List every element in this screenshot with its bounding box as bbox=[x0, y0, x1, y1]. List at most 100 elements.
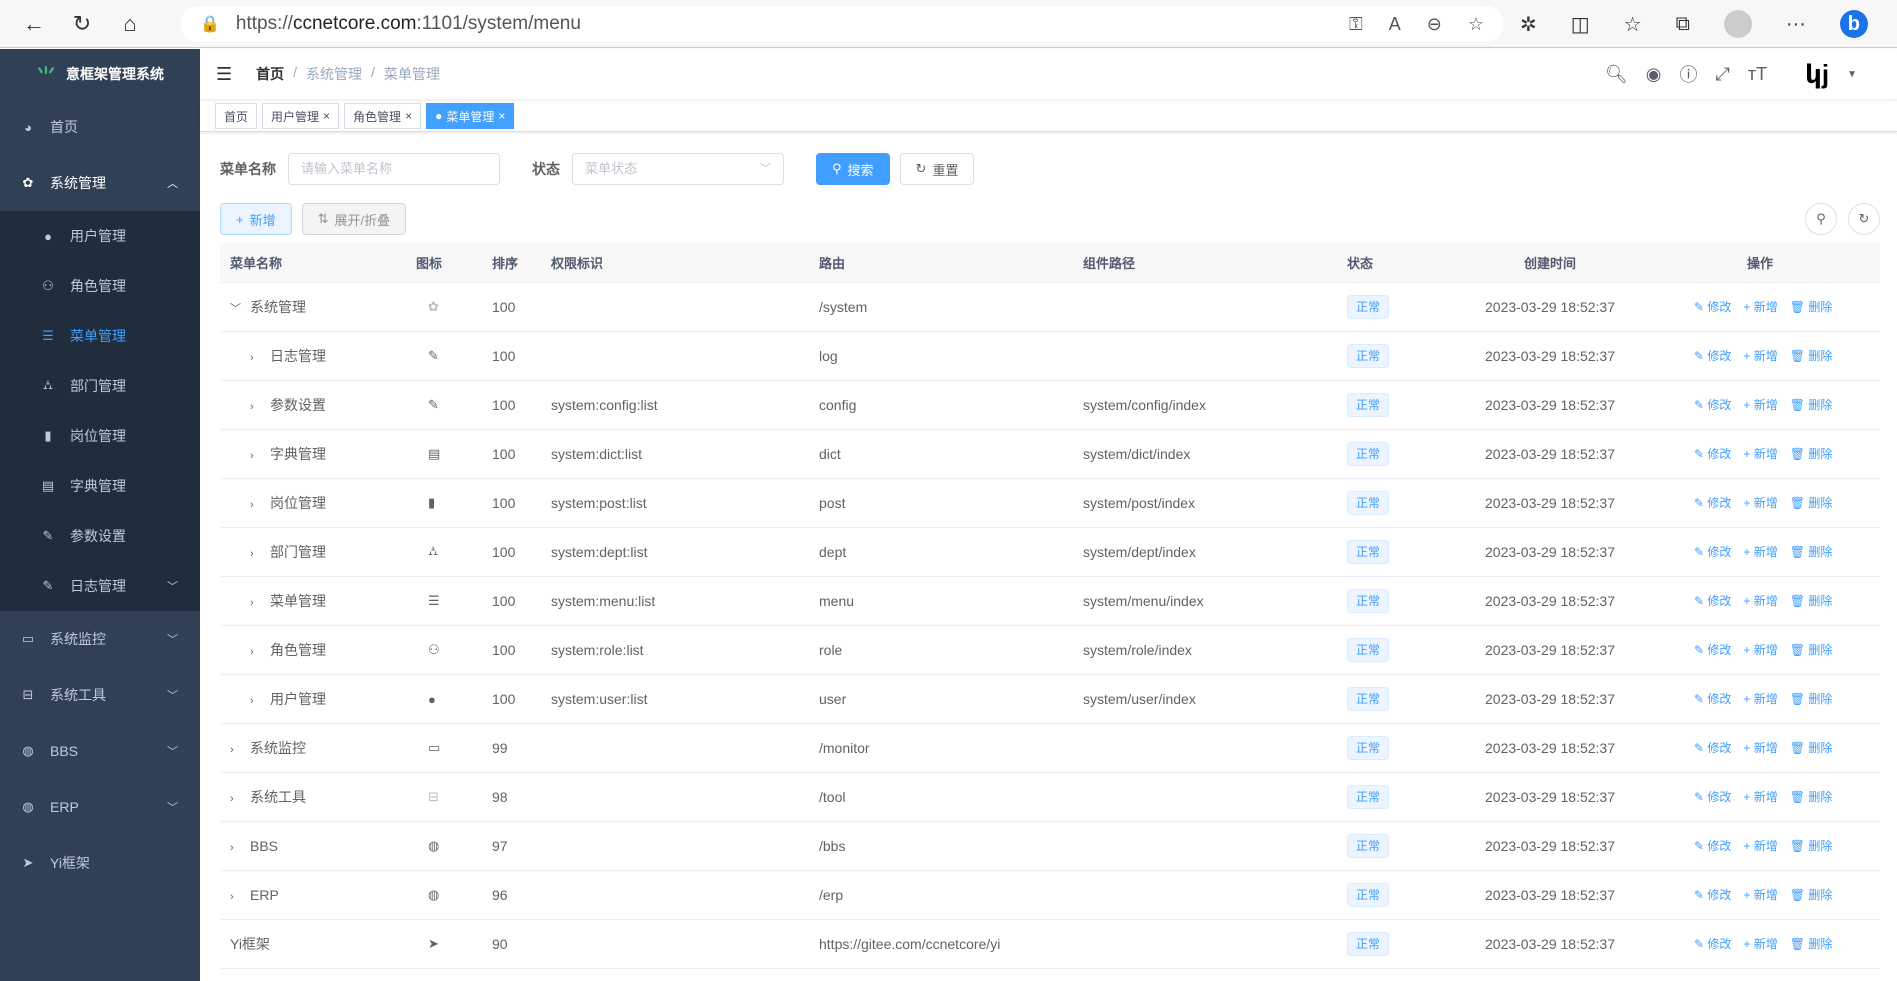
more-icon[interactable]: ··· bbox=[1785, 12, 1806, 35]
sidebar-item-menu[interactable]: ☰ 菜单管理 bbox=[0, 311, 200, 361]
delete-button[interactable]: 🗑︎ 删除 bbox=[1789, 888, 1833, 902]
add-child-button[interactable]: + 新增 bbox=[1743, 643, 1778, 657]
breadcrumb-item[interactable]: 首页 bbox=[256, 66, 285, 82]
chevron-right-icon[interactable]: › bbox=[230, 792, 234, 805]
font-size-icon[interactable]: тT bbox=[1747, 63, 1768, 84]
close-icon[interactable]: × bbox=[498, 109, 506, 123]
edit-button[interactable]: ✎ 修改 bbox=[1694, 545, 1732, 559]
toggle-search-button[interactable]: ⚲ bbox=[1805, 203, 1837, 235]
edit-button[interactable]: ✎ 修改 bbox=[1694, 888, 1732, 902]
sidebar-item-user[interactable]: ● 用户管理 bbox=[0, 211, 200, 261]
delete-button[interactable]: 🗑︎ 删除 bbox=[1789, 594, 1833, 608]
delete-button[interactable]: 🗑︎ 删除 bbox=[1789, 839, 1833, 853]
chevron-down-icon[interactable]: ﹀ bbox=[230, 302, 241, 315]
tag-menu[interactable]: ● 菜单管理 × bbox=[426, 103, 515, 129]
tag-home[interactable]: 首页 bbox=[215, 103, 258, 129]
expand-toggle-button[interactable]: ⇅ 展开/折叠 bbox=[301, 203, 407, 235]
refresh-table-button[interactable]: ↻ bbox=[1848, 203, 1880, 235]
add-child-button[interactable]: + 新增 bbox=[1743, 447, 1778, 461]
edit-button[interactable]: ✎ 修改 bbox=[1694, 937, 1732, 951]
chevron-right-icon[interactable]: › bbox=[230, 743, 234, 756]
delete-button[interactable]: 🗑︎ 删除 bbox=[1789, 447, 1833, 461]
add-child-button[interactable]: + 新增 bbox=[1743, 692, 1778, 706]
profile-avatar[interactable] bbox=[1723, 10, 1752, 38]
add-child-button[interactable]: + 新增 bbox=[1743, 349, 1778, 363]
delete-button[interactable]: 🗑︎ 删除 bbox=[1789, 398, 1833, 412]
edit-button[interactable]: ✎ 修改 bbox=[1694, 349, 1732, 363]
edit-button[interactable]: ✎ 修改 bbox=[1694, 741, 1732, 755]
delete-button[interactable]: 🗑︎ 删除 bbox=[1789, 937, 1833, 951]
favorite-add-icon[interactable]: ☆ bbox=[1467, 13, 1484, 34]
add-button[interactable]: + 新增 bbox=[220, 203, 292, 235]
delete-button[interactable]: 🗑︎ 删除 bbox=[1789, 300, 1833, 314]
add-child-button[interactable]: + 新增 bbox=[1743, 839, 1778, 853]
chevron-right-icon[interactable]: › bbox=[250, 645, 254, 658]
status-select[interactable]: 菜单状态 ﹀ bbox=[572, 153, 784, 185]
sidebar-item-bbs[interactable]: ◍ BBS ﹀ bbox=[0, 723, 200, 779]
add-child-button[interactable]: + 新增 bbox=[1743, 300, 1778, 314]
add-child-button[interactable]: + 新增 bbox=[1743, 937, 1778, 951]
chevron-right-icon[interactable]: › bbox=[250, 400, 254, 413]
github-icon[interactable]: ◉ bbox=[1645, 63, 1662, 84]
tag-role[interactable]: 角色管理 × bbox=[344, 103, 422, 129]
chevron-right-icon[interactable]: › bbox=[250, 694, 254, 707]
add-child-button[interactable]: + 新增 bbox=[1743, 790, 1778, 804]
edit-button[interactable]: ✎ 修改 bbox=[1694, 447, 1732, 461]
sidebar-item-tool[interactable]: ⊟ 系统工具 ﹀ bbox=[0, 667, 200, 723]
extensions-icon[interactable]: ✲ bbox=[1520, 13, 1537, 36]
sidebar-item-config[interactable]: ✎ 参数设置 bbox=[0, 511, 200, 561]
chevron-right-icon[interactable]: › bbox=[250, 596, 254, 609]
chevron-right-icon[interactable]: › bbox=[250, 547, 254, 560]
edit-button[interactable]: ✎ 修改 bbox=[1694, 643, 1732, 657]
delete-button[interactable]: 🗑︎ 删除 bbox=[1789, 790, 1833, 804]
sidebar-item-role[interactable]: ⚇ 角色管理 bbox=[0, 261, 200, 311]
chevron-right-icon[interactable]: › bbox=[250, 498, 254, 511]
sidebar-item-home[interactable]: ◕ 首页 bbox=[0, 99, 200, 155]
home-icon[interactable]: ⌂ bbox=[123, 10, 137, 36]
back-icon[interactable]: ← bbox=[23, 10, 45, 36]
hamburger-icon[interactable]: ☰ bbox=[216, 63, 233, 84]
delete-button[interactable]: 🗑︎ 删除 bbox=[1789, 692, 1833, 706]
chevron-right-icon[interactable]: › bbox=[250, 351, 254, 364]
caret-down-icon[interactable]: ▼ bbox=[1847, 68, 1857, 80]
split-screen-icon[interactable]: ◫ bbox=[1570, 13, 1590, 36]
search-icon[interactable]: 🔍︎ bbox=[1604, 63, 1628, 84]
delete-button[interactable]: 🗑︎ 删除 bbox=[1789, 741, 1833, 755]
sidebar-item-yi[interactable]: ➤ Yi框架 bbox=[0, 835, 200, 891]
favorites-icon[interactable]: ☆ bbox=[1623, 13, 1642, 36]
menu-name-input[interactable]: 请输入菜单名称 bbox=[288, 153, 500, 185]
sidebar-item-erp[interactable]: ◍ ERP ﹀ bbox=[0, 779, 200, 835]
help-icon[interactable]: ⓘ bbox=[1679, 65, 1698, 85]
add-child-button[interactable]: + 新增 bbox=[1743, 888, 1778, 902]
sidebar-item-dict[interactable]: ▤ 字典管理 bbox=[0, 461, 200, 511]
address-bar[interactable]: 🔒 https://ccnetcore.com:1101/system/menu… bbox=[180, 6, 1504, 42]
sidebar-item-dept[interactable]: ⛼ 部门管理 bbox=[0, 361, 200, 411]
edit-button[interactable]: ✎ 修改 bbox=[1694, 300, 1732, 314]
sidebar-item-monitor[interactable]: ▭ 系统监控 ﹀ bbox=[0, 611, 200, 667]
edit-button[interactable]: ✎ 修改 bbox=[1694, 839, 1732, 853]
sidebar-item-system[interactable]: ✿ 系统管理 ︿ bbox=[0, 155, 200, 211]
read-aloud-icon[interactable]: A bbox=[1388, 13, 1401, 34]
chevron-right-icon[interactable]: › bbox=[250, 449, 254, 462]
add-child-button[interactable]: + 新增 bbox=[1743, 594, 1778, 608]
delete-button[interactable]: 🗑︎ 删除 bbox=[1789, 496, 1833, 510]
delete-button[interactable]: 🗑︎ 删除 bbox=[1789, 349, 1833, 363]
edit-button[interactable]: ✎ 修改 bbox=[1694, 692, 1732, 706]
sidebar-logo[interactable]: ⺌意框架管理系统 bbox=[0, 49, 200, 99]
reset-button[interactable]: ↻ 重置 bbox=[899, 153, 975, 185]
refresh-icon[interactable]: ↻ bbox=[72, 10, 92, 36]
chevron-right-icon[interactable]: › bbox=[230, 890, 234, 903]
key-icon[interactable]: ⚿ bbox=[1349, 13, 1363, 34]
sidebar-item-post[interactable]: ▮ 岗位管理 bbox=[0, 411, 200, 461]
fullscreen-icon[interactable]: ⤢ bbox=[1715, 63, 1730, 84]
delete-button[interactable]: 🗑︎ 删除 bbox=[1789, 545, 1833, 559]
search-button[interactable]: ⚲ 搜索 bbox=[816, 153, 890, 185]
delete-button[interactable]: 🗑︎ 删除 bbox=[1789, 643, 1833, 657]
edit-button[interactable]: ✎ 修改 bbox=[1694, 790, 1732, 804]
add-child-button[interactable]: + 新增 bbox=[1743, 496, 1778, 510]
chevron-right-icon[interactable]: › bbox=[230, 841, 234, 854]
sidebar-item-log[interactable]: ✎ 日志管理 ﹀ bbox=[0, 561, 200, 611]
close-icon[interactable]: × bbox=[405, 109, 413, 123]
collections-icon[interactable]: ⧉ bbox=[1675, 12, 1690, 35]
edit-button[interactable]: ✎ 修改 bbox=[1694, 594, 1732, 608]
